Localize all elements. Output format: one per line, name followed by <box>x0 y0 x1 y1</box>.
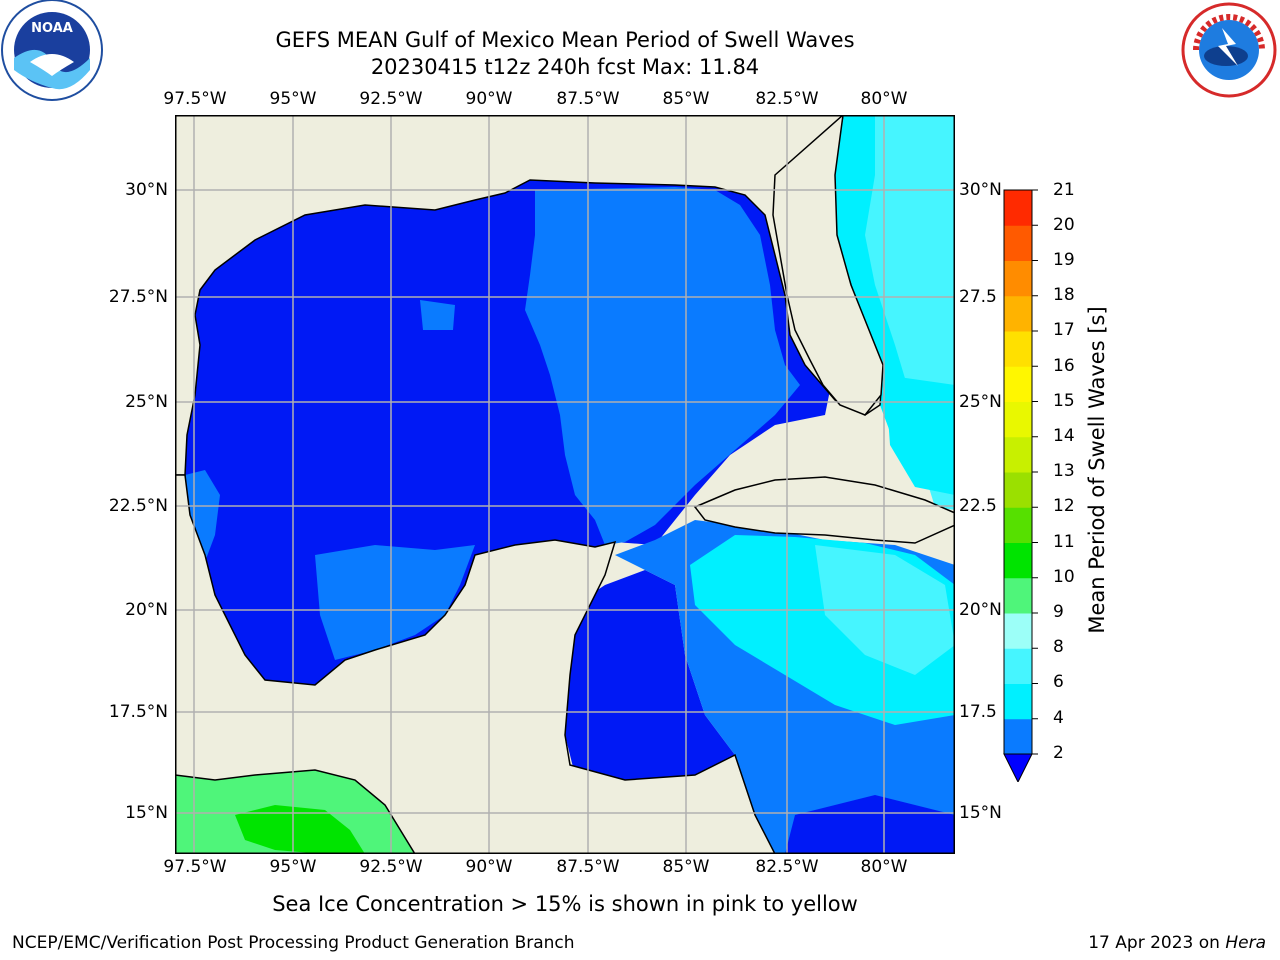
lon-label-top: 92.5°W <box>359 89 423 109</box>
colorbar-segment <box>1004 683 1032 720</box>
colorbar-segment <box>1004 436 1032 473</box>
colorbar-tick: 9 <box>1053 602 1064 622</box>
colorbar-segment <box>1004 613 1032 649</box>
chart-title: GEFS MEAN Gulf of Mexico Mean Period of … <box>275 28 855 52</box>
lon-label-bottom: 92.5°W <box>359 857 423 877</box>
colorbar-tick: 8 <box>1053 637 1064 657</box>
bahamas-region <box>885 375 955 495</box>
lon-label-top: 80°W <box>860 89 908 109</box>
colorbar-tick: 15 <box>1053 391 1075 411</box>
lon-label-top: 82.5°W <box>755 89 819 109</box>
colorbar-segment <box>1004 648 1032 684</box>
lat-label-right: 25°N <box>959 392 1002 412</box>
colorbar-tick: 19 <box>1053 250 1075 270</box>
colorbar-segment <box>1004 190 1032 226</box>
colorbar-segment <box>1004 577 1032 614</box>
footer-credit: NCEP/EMC/Verification Post Processing Pr… <box>12 933 575 953</box>
colorbar-tick: 16 <box>1053 356 1075 376</box>
lat-label-right: 17.5 <box>959 702 997 722</box>
colorbar-tick: 20 <box>1053 215 1075 235</box>
colorbar-tick: 2 <box>1053 743 1064 763</box>
lat-label-right: 20°N <box>959 600 1002 620</box>
lat-label-left: 22.5°N <box>108 496 168 516</box>
sea-ice-note: Sea Ice Concentration > 15% is shown in … <box>272 892 858 916</box>
colorbar <box>1003 189 1038 782</box>
lat-label-left: 15°N <box>125 803 168 823</box>
footer-date: 17 Apr 2023 on Hera <box>1088 933 1266 953</box>
lon-label-bottom: 82.5°W <box>755 857 819 877</box>
lon-label-top: 85°W <box>662 89 710 109</box>
colorbar-tick: 12 <box>1053 496 1075 516</box>
campeche-mid-region <box>315 545 475 660</box>
lon-label-bottom: 97.5°W <box>163 857 227 877</box>
lat-label-left: 25°N <box>125 392 168 412</box>
cuba-land <box>693 476 955 544</box>
colorbar-segment <box>1004 542 1032 579</box>
lat-label-left: 17.5°N <box>108 702 168 722</box>
colorbar-tick: 18 <box>1053 285 1075 305</box>
colorbar-title: Mean Period of Swell Waves [s] <box>1085 306 1109 634</box>
colorbar-segment <box>1004 401 1032 438</box>
colorbar-tick: 11 <box>1053 532 1075 552</box>
atlantic-swell-region-edge <box>833 115 910 445</box>
colorbar-extend-arrow <box>1003 753 1033 782</box>
lon-label-bottom: 85°W <box>662 857 710 877</box>
lat-label-right: 27.5 <box>959 287 997 307</box>
colorbar-tick: 13 <box>1053 461 1075 481</box>
colorbar-segment <box>1004 260 1032 297</box>
colorbar-segment <box>1004 472 1032 508</box>
colorbar-segment <box>1004 331 1032 367</box>
lat-label-right: 15°N <box>959 803 1002 823</box>
lat-label-right: 30°N <box>959 180 1002 200</box>
gulf-of-mexico-map <box>175 115 955 854</box>
lat-label-left: 30°N <box>125 180 168 200</box>
nws-logo <box>1181 2 1277 98</box>
colorbar-segment <box>1004 507 1032 543</box>
colorbar-tick: 6 <box>1053 672 1064 692</box>
colorbar-tick: 10 <box>1053 567 1075 587</box>
noaa-logo: NOAA <box>1 0 103 101</box>
footer-date-text: 17 Apr 2023 on <box>1088 933 1226 953</box>
lon-label-top: 97.5°W <box>163 89 227 109</box>
colorbar-tick: 17 <box>1053 320 1075 340</box>
pacific-bright-region <box>235 805 365 854</box>
footer-host: Hera <box>1225 933 1266 953</box>
map-frame <box>175 115 955 854</box>
lat-label-left: 20°N <box>125 600 168 620</box>
graticule <box>175 115 955 854</box>
lat-label-left: 27.5°N <box>108 287 168 307</box>
gulf-mid-region <box>525 187 800 545</box>
colorbar-tick: 21 <box>1053 180 1075 200</box>
lon-label-bottom: 87.5°W <box>556 857 620 877</box>
colorbar-segment <box>1004 366 1032 402</box>
chart-subtitle: 20230415 t12z 240h fcst Max: 11.84 <box>370 55 760 79</box>
texas-patch-mid <box>420 300 455 330</box>
lon-label-bottom: 80°W <box>860 857 908 877</box>
colorbar-segment <box>1004 295 1032 332</box>
colorbar-tick: 14 <box>1053 426 1075 446</box>
colorbar-segment <box>1004 718 1032 755</box>
colorbar-segment <box>1004 225 1032 261</box>
caribbean-deep-region <box>565 570 735 780</box>
lon-label-top: 87.5°W <box>556 89 620 109</box>
lon-label-top: 90°W <box>465 89 513 109</box>
lon-label-top: 95°W <box>269 89 317 109</box>
noaa-logo-text: NOAA <box>31 21 73 36</box>
caribbean-southeast-deep <box>785 795 955 854</box>
lon-label-bottom: 95°W <box>269 857 317 877</box>
lon-label-bottom: 90°W <box>465 857 513 877</box>
lat-label-right: 22.5 <box>959 496 997 516</box>
colorbar-tick: 4 <box>1053 708 1064 728</box>
